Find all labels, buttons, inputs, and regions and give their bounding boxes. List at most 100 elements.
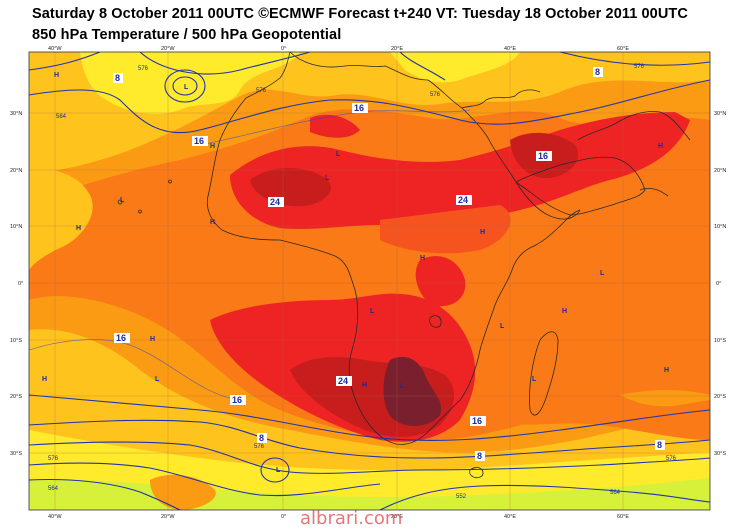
watermark: albrari.com: [300, 508, 403, 529]
lon-label-top: 0°: [281, 46, 286, 52]
temperature-label: 16: [194, 136, 204, 146]
label-box: [456, 195, 472, 205]
pressure-center: H: [54, 72, 59, 79]
lon-label-bottom: 40°W: [48, 514, 62, 520]
coastline: [117, 52, 691, 478]
field-north-yellow-light: [80, 52, 300, 115]
temperature-label: 24: [270, 197, 280, 207]
field-sw-patch: [150, 474, 216, 510]
lat-label-right: 30°N: [714, 111, 726, 117]
lon-label-bottom: 20°E: [391, 514, 403, 520]
pressure-center: L: [532, 376, 537, 383]
temperature-label: 16: [472, 416, 482, 426]
field-west-yellow: [29, 168, 93, 270]
pressure-center: L: [155, 376, 160, 383]
label-box: [257, 433, 267, 443]
pressure-center: H: [42, 376, 47, 383]
label-box: [655, 440, 665, 450]
lon-label-top: 40°W: [48, 46, 62, 52]
pressure-center: L: [336, 151, 341, 158]
pressure-center: L: [325, 175, 330, 182]
temperature-label: 16: [354, 103, 364, 113]
lat-label-right: 30°S: [714, 451, 726, 457]
label-box: [268, 197, 284, 207]
label-box: [475, 451, 485, 461]
field-sahara-dark: [250, 168, 331, 207]
lat-label-left: 30°N: [10, 111, 22, 117]
lat-label-right: 10°S: [714, 338, 726, 344]
geopotential-label: 576: [634, 64, 645, 70]
lat-label-right: 20°S: [714, 394, 726, 400]
lon-label-bottom: 0°: [281, 514, 286, 520]
temperature-label: 16: [538, 151, 548, 161]
label-box: [113, 73, 123, 83]
pressure-center: L: [400, 383, 405, 390]
lat-label-right: 10°N: [714, 224, 726, 230]
lat-label-right: 0°: [716, 281, 721, 287]
pressure-center: L: [500, 323, 505, 330]
temperature-label: 8: [477, 451, 482, 461]
geopotential-label: 576: [430, 92, 441, 98]
geopotential-contours: [29, 52, 710, 510]
geopotential-label: 576: [138, 66, 149, 72]
geopotential-label: 576: [254, 444, 265, 450]
label-box: [114, 333, 130, 343]
field-kalahari-core: [383, 356, 442, 426]
geopotential-label: 576: [256, 88, 267, 94]
pressure-center: L: [276, 467, 281, 474]
field-north-east-yellow: [390, 52, 520, 83]
geopotential-label: 576: [666, 456, 677, 462]
geopotential-label: 584: [56, 114, 67, 120]
lon-label-top: 40°E: [504, 46, 516, 52]
pressure-center: H: [562, 308, 567, 315]
temperature-label: 8: [595, 67, 600, 77]
field-central-red: [415, 256, 466, 307]
temperature-label: 8: [259, 433, 264, 443]
lat-label-right: 20°N: [714, 168, 726, 174]
label-box: [352, 103, 368, 113]
pressure-center: H: [150, 336, 155, 343]
pressure-center: L: [120, 197, 125, 204]
graticule: [29, 52, 710, 510]
pressure-center: H: [658, 143, 663, 150]
pressure-center: H: [420, 255, 425, 262]
lon-label-top: 20°W: [161, 46, 175, 52]
geopotential-labels: 576 584 576 576 576 576 576 564 552 564 …: [48, 64, 677, 500]
label-box: [470, 416, 486, 426]
label-box: [230, 395, 246, 405]
lon-label-bottom: 40°E: [504, 514, 516, 520]
label-box: [593, 67, 603, 77]
label-box: [536, 151, 552, 161]
lon-label-bottom: 20°W: [161, 514, 175, 520]
temperature-label: 8: [657, 440, 662, 450]
temperature-label: 8: [115, 73, 120, 83]
lat-label-left: 20°N: [10, 168, 22, 174]
label-box: [336, 376, 352, 386]
temperature-labels: 8 16 16 24 24 8 16 24: [113, 67, 665, 461]
geopotential-label: 576: [48, 456, 59, 462]
pressure-center: H: [664, 367, 669, 374]
field-sahel-warm: [380, 205, 511, 254]
lat-label-left: 0°: [18, 281, 23, 287]
field-mediterranean-red: [310, 114, 360, 138]
pressure-center: H: [76, 225, 81, 232]
chart-subtitle: 850 hPa Temperature / 500 hPa Geopotenti…: [32, 27, 342, 43]
temperature-label: 16: [116, 333, 126, 343]
lat-label-left: 10°N: [10, 224, 22, 230]
geopotential-label: 564: [48, 486, 59, 492]
geopotential-label: 564: [610, 490, 621, 496]
temperature-label: 24: [458, 195, 468, 205]
pressure-center: H: [210, 143, 215, 150]
pressure-center: H: [480, 229, 485, 236]
pressure-center: H: [362, 382, 367, 389]
lat-label-left: 20°S: [10, 394, 22, 400]
lon-label-bottom: 60°E: [617, 514, 629, 520]
label-box: [192, 136, 208, 146]
pressure-center: L: [600, 270, 605, 277]
chart-title: Saturday 8 October 2011 00UTC ©ECMWF For…: [32, 6, 688, 22]
geopotential-label: 552: [456, 494, 467, 500]
field-east-orange: [466, 297, 710, 440]
axis-labels: 40°W 20°W 0° 20°E 40°E 60°E 40°W 20°W 0°…: [10, 46, 726, 520]
map-frame: [28, 51, 711, 511]
